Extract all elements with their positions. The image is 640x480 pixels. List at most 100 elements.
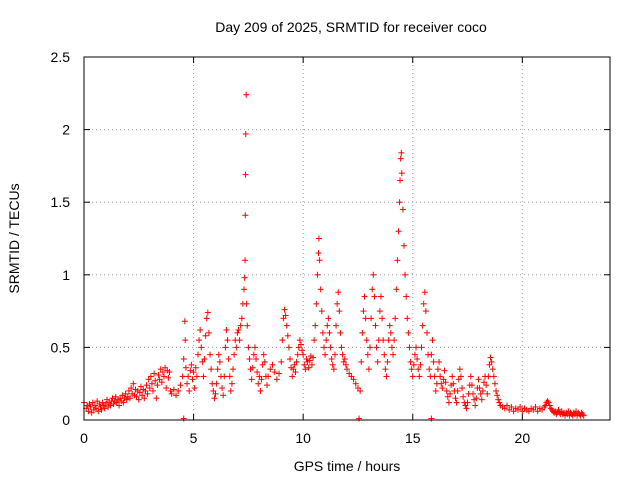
data-point [159, 369, 166, 376]
data-point [243, 91, 250, 98]
data-point [463, 405, 470, 412]
y-tick-label: 2.5 [51, 49, 71, 65]
data-point [399, 206, 406, 213]
data-point [381, 351, 388, 358]
data-point [197, 326, 204, 333]
data-point [437, 373, 444, 380]
data-point [242, 130, 249, 137]
data-point [376, 308, 383, 315]
data-point [320, 344, 327, 351]
data-point [242, 171, 249, 178]
data-point [490, 373, 497, 380]
data-point [146, 385, 153, 392]
data-point [447, 390, 454, 397]
data-point [406, 344, 413, 351]
data-point [333, 322, 340, 329]
data-point [368, 315, 375, 322]
data-point [473, 395, 480, 402]
data-point [392, 315, 399, 322]
data-point [287, 356, 294, 363]
data-point [179, 373, 186, 380]
data-point [315, 235, 322, 242]
data-point [95, 408, 102, 415]
data-point [207, 351, 214, 358]
data-point [186, 387, 193, 394]
data-point [175, 387, 182, 394]
data-point [214, 366, 221, 373]
data-point [311, 337, 318, 344]
data-point [244, 322, 251, 329]
data-point [107, 402, 114, 409]
data-point [182, 364, 189, 371]
data-point [110, 401, 117, 408]
data-point [546, 402, 553, 409]
data-point [219, 385, 226, 392]
data-point [293, 358, 300, 365]
data-point [580, 412, 587, 419]
y-tick-label: 1 [62, 267, 70, 283]
data-point [187, 367, 194, 374]
data-point [394, 257, 401, 264]
data-point [185, 373, 192, 380]
data-point [153, 395, 160, 402]
data-point [261, 358, 268, 365]
data-point [285, 344, 292, 351]
data-point [242, 212, 249, 219]
data-point [555, 406, 562, 413]
data-point [296, 337, 303, 344]
data-point [123, 396, 130, 403]
data-point [432, 387, 439, 394]
data-point [449, 373, 456, 380]
data-point [428, 351, 435, 358]
data-point [154, 382, 161, 389]
data-point [130, 380, 137, 387]
data-point [331, 351, 338, 358]
data-point [419, 322, 426, 329]
data-point [339, 351, 346, 358]
data-point [181, 318, 188, 325]
data-point [269, 361, 276, 368]
data-point [324, 322, 331, 329]
data-point [338, 344, 345, 351]
data-point [228, 380, 235, 387]
data-point [322, 351, 329, 358]
data-point [352, 380, 359, 387]
data-point [397, 155, 404, 162]
data-point [190, 369, 197, 376]
data-point [468, 382, 475, 389]
data-point [221, 373, 228, 380]
data-point [254, 369, 261, 376]
data-point [436, 358, 443, 365]
data-point [415, 366, 422, 373]
data-point [168, 390, 175, 397]
data-point [327, 344, 334, 351]
axes: 0 5 10 15 20 0 0.5 1 1.5 2 2.5 [51, 49, 610, 446]
data-point [283, 322, 290, 329]
data-point [253, 356, 260, 363]
data-point [400, 242, 407, 249]
data-point [315, 250, 322, 257]
data-point [363, 337, 370, 344]
data-point [170, 386, 177, 393]
data-point [143, 382, 150, 389]
data-point [377, 293, 384, 300]
grid [84, 57, 610, 420]
data-point [532, 403, 539, 410]
data-point [120, 399, 127, 406]
data-point [579, 411, 586, 418]
data-point [386, 322, 393, 329]
data-point [503, 402, 510, 409]
data-point [147, 373, 154, 380]
data-point [180, 356, 187, 363]
data-point [344, 366, 350, 373]
data-point [223, 326, 230, 333]
data-point [189, 376, 196, 383]
data-point [248, 376, 255, 383]
data-point [101, 405, 108, 412]
data-point [196, 337, 203, 344]
data-point [385, 337, 392, 344]
data-point [442, 379, 449, 386]
y-tick-label: 2 [62, 122, 70, 138]
data-point [116, 402, 123, 409]
data-point [365, 366, 372, 373]
